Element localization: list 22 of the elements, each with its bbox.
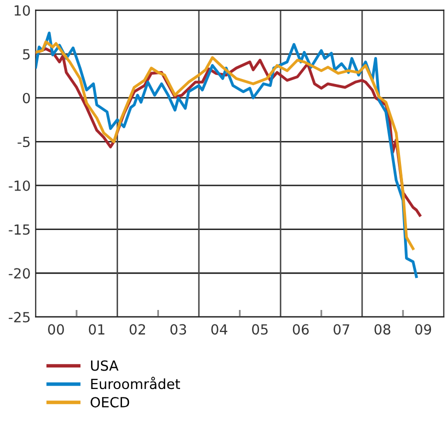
x-tick-label: 06 [292, 324, 309, 335]
x-tick-label: 09 [415, 324, 432, 335]
y-tick-label: -5 [18, 136, 30, 148]
x-tick-label: 00 [48, 324, 64, 335]
y-tick-label: 0 [22, 92, 30, 104]
x-tick-label: 07 [334, 324, 350, 335]
x-tick-label: 08 [374, 324, 390, 335]
y-tick-label: -20 [8, 268, 30, 279]
x-tick-label: 01 [88, 324, 104, 335]
y-tick-label: -25 [8, 312, 30, 322]
y-tick-label: 10 [14, 5, 30, 16]
x-tick-label: 04 [211, 324, 228, 335]
y-tick-label: 5 [23, 49, 30, 60]
x-tick-label: 05 [252, 324, 268, 335]
legend-label: USA [91, 360, 118, 371]
legend-label: OECD [90, 396, 130, 408]
x-tick-label: 03 [170, 324, 186, 335]
x-tick-label: 02 [130, 324, 146, 335]
y-tick-label: -10 [8, 180, 30, 191]
legend-label: Euroområdet [91, 376, 180, 390]
y-tick-label: -15 [8, 224, 30, 235]
line-series [36, 40, 414, 250]
